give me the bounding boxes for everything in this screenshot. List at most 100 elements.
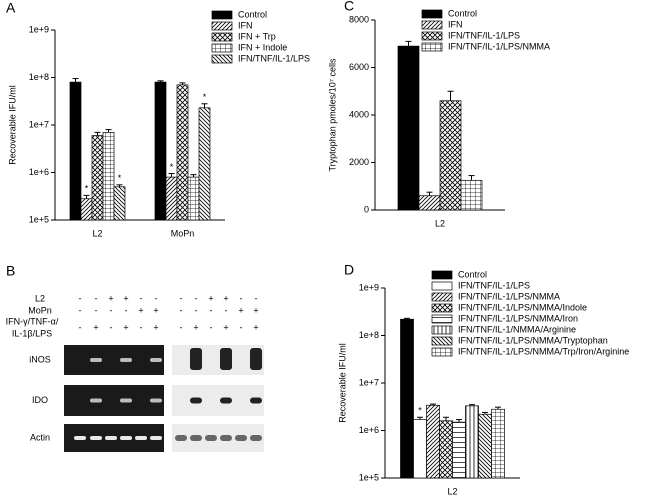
y-tick-label: 8000 xyxy=(349,14,369,24)
bar xyxy=(478,413,492,479)
significance-mark: * xyxy=(118,173,122,183)
error-bar xyxy=(456,419,462,423)
condition-sign: - xyxy=(140,293,143,303)
condition-label: MoPn xyxy=(28,305,52,315)
legend-swatch xyxy=(431,336,453,346)
legend-label: IFN/TNF/IL-1/LPS xyxy=(448,30,520,40)
condition-sign: + xyxy=(123,322,128,332)
bar xyxy=(69,81,82,221)
error-bar xyxy=(404,317,410,320)
legend-swatch xyxy=(211,54,233,64)
bar xyxy=(91,135,104,221)
y-tick-label: 1e+7 xyxy=(359,377,379,387)
gel-band xyxy=(90,398,102,403)
condition-label: IFN-γ/TNF-α/ xyxy=(6,316,59,326)
significance-mark: * xyxy=(85,184,89,194)
bar xyxy=(113,186,126,221)
condition-sign: - xyxy=(180,293,183,303)
bar xyxy=(426,404,440,479)
condition-sign: - xyxy=(225,305,228,315)
legend-label: IFN/TNF/IL-1/LPS/NMMA xyxy=(458,291,560,301)
error-bar xyxy=(157,80,164,83)
blot-band xyxy=(250,435,262,441)
legend-swatch xyxy=(421,31,443,41)
condition-sign: + xyxy=(238,305,243,315)
condition-sign: + xyxy=(193,322,198,332)
error-bar xyxy=(495,406,501,410)
gel-band xyxy=(120,358,132,362)
error-bar xyxy=(105,129,112,133)
legend-swatch xyxy=(211,43,233,53)
condition-sign: + xyxy=(153,305,158,315)
bar xyxy=(198,107,211,221)
y-tick-label: 1e+8 xyxy=(359,330,379,340)
blot-band xyxy=(220,435,232,441)
bar xyxy=(165,176,178,221)
bar xyxy=(439,100,462,211)
condition-sign: - xyxy=(255,293,258,303)
legend-swatch xyxy=(431,292,453,302)
condition-sign: + xyxy=(138,305,143,315)
blot-band xyxy=(220,348,232,370)
error-bar xyxy=(72,78,79,83)
condition-sign: - xyxy=(210,322,213,332)
condition-sign: - xyxy=(110,305,113,315)
y-tick-label: 1e+7 xyxy=(29,119,49,129)
blot-band xyxy=(190,397,202,404)
x-tick-label: L2 xyxy=(92,228,102,238)
legend-label: IFN xyxy=(238,20,253,30)
gel-image xyxy=(64,385,164,416)
legend-swatch xyxy=(431,281,453,291)
error-bar xyxy=(468,175,475,181)
error-bar xyxy=(417,416,423,420)
bar xyxy=(80,198,93,221)
gel-band xyxy=(105,436,117,440)
error-bar xyxy=(116,184,123,187)
condition-sign: - xyxy=(110,322,113,332)
blot-image xyxy=(172,385,264,416)
legend-label: IFN/TNF/IL-1/LPS/NMMA/Indole xyxy=(458,302,587,312)
legend-label: IFN/TNF/IL-1/NMMA/Arginine xyxy=(458,324,576,334)
y-tick-label: 1e+9 xyxy=(359,282,379,292)
legend-swatch xyxy=(431,314,453,324)
legend-label: IFN/TNF/IL-1/LPS/NMMA/Tryptophan xyxy=(458,335,608,345)
bar xyxy=(154,81,167,221)
error-bar xyxy=(168,173,175,178)
panel-letter: C xyxy=(344,0,354,14)
legend-label: IFN/TNF/IL-1/LPS/NMMA xyxy=(448,41,550,51)
error-bar xyxy=(443,416,449,421)
y-tick-label: 1e+5 xyxy=(359,472,379,482)
bar xyxy=(176,84,189,221)
condition-sign: + xyxy=(223,322,228,332)
blot-band xyxy=(250,397,262,404)
legend-label: IFN + Trp xyxy=(238,31,276,41)
blot-band xyxy=(190,348,202,370)
y-axis-label: Recoverable IFU/ml xyxy=(337,343,347,423)
blot-row-label: Actin xyxy=(30,432,50,442)
x-tick-label: L2 xyxy=(435,218,445,228)
legend-swatch xyxy=(211,21,233,31)
y-tick-label: 1e+5 xyxy=(29,214,49,224)
blot-band xyxy=(235,435,247,441)
legend-label: Control xyxy=(238,9,267,19)
condition-sign: - xyxy=(125,305,128,315)
gel-band xyxy=(90,436,102,440)
y-tick-label: 1e+6 xyxy=(29,167,49,177)
condition-sign: + xyxy=(153,322,158,332)
legend-label: IFN/TNF/IL-1/LPS xyxy=(458,280,530,290)
condition-sign: - xyxy=(210,305,213,315)
blot-band xyxy=(175,435,187,441)
legend-label: IFN/TNF/IL-1/LPS/NMMA/Trp/Iron/Arginine xyxy=(458,346,629,356)
error-bar xyxy=(447,90,454,101)
panel-letter: B xyxy=(6,263,15,279)
legend-swatch xyxy=(431,347,453,357)
condition-sign: - xyxy=(79,322,82,332)
significance-mark: * xyxy=(170,162,174,172)
condition-sign: - xyxy=(195,293,198,303)
gel-band xyxy=(150,436,162,440)
blot-band xyxy=(220,397,232,404)
y-tick-label: 4000 xyxy=(349,109,369,119)
condition-sign: + xyxy=(123,293,128,303)
legend-swatch xyxy=(421,42,443,52)
error-bar xyxy=(83,194,90,199)
